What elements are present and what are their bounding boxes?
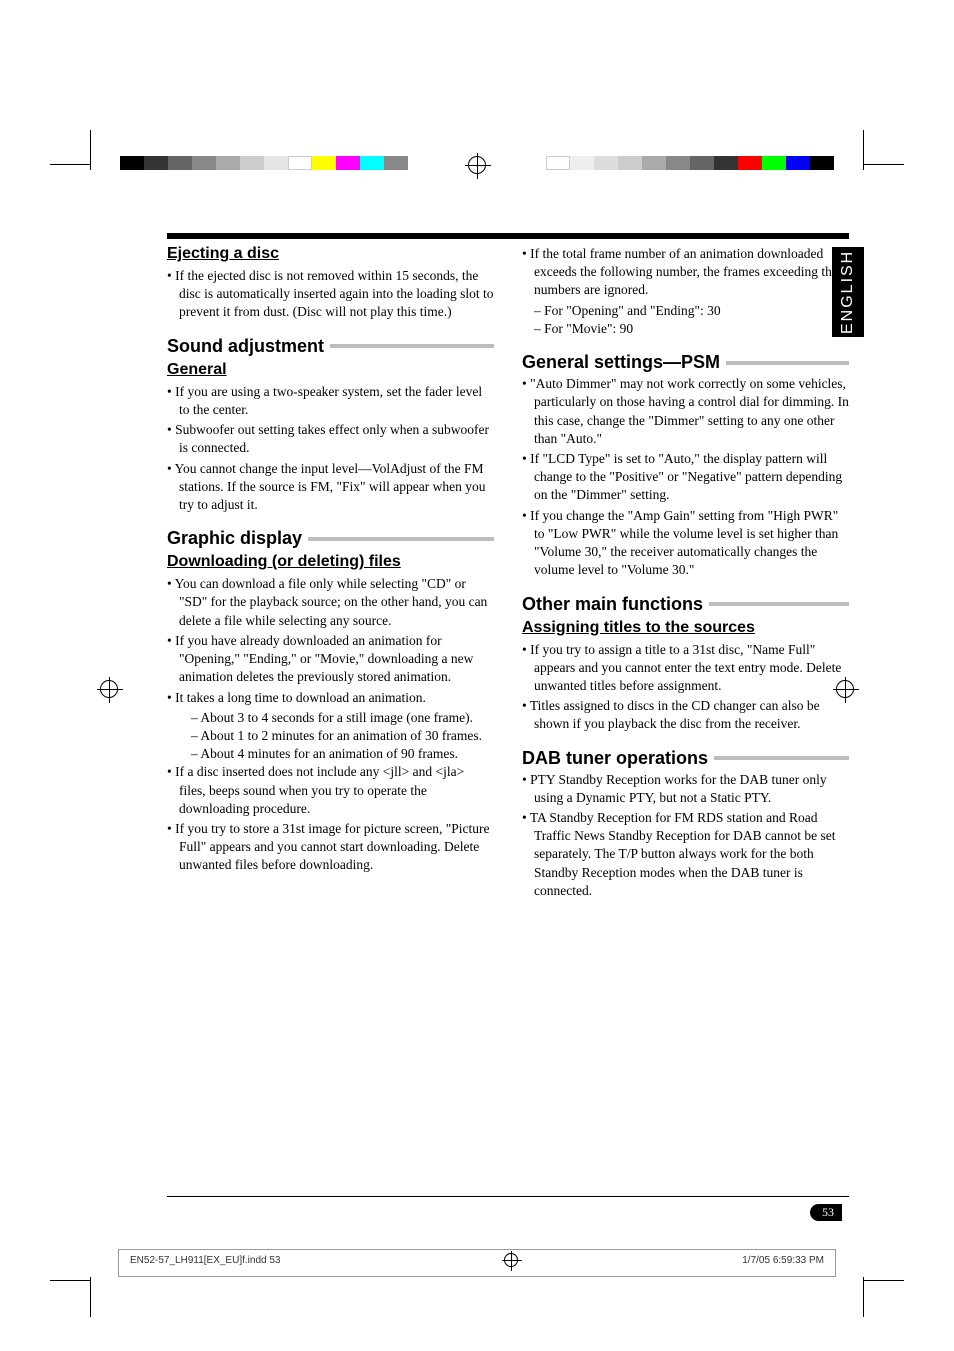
crop-mark <box>50 1280 90 1281</box>
list-subitem: For "Opening" and "Ending": 30 <box>522 302 849 320</box>
list-item: Subwoofer out setting takes effect only … <box>167 421 494 457</box>
list-item: If "LCD Type" is set to "Auto," the disp… <box>522 450 849 505</box>
crop-mark <box>863 1277 864 1317</box>
list-item: If you try to store a 31st image for pic… <box>167 820 494 875</box>
crop-mark <box>90 130 91 170</box>
heading-general-settings: General settings—PSM <box>522 352 849 373</box>
registration-mark <box>468 156 486 174</box>
list-item: "Auto Dimmer" may not work correctly on … <box>522 375 849 448</box>
footer-file: EN52-57_LH911[EX_EU]f.indd 53 <box>130 1255 280 1266</box>
heading-rule <box>709 602 849 606</box>
list-item: If the ejected disc is not removed withi… <box>167 267 494 322</box>
heading-text: Sound adjustment <box>167 336 324 357</box>
footer-rule <box>167 1196 849 1197</box>
list-item: TA Standby Reception for FM RDS station … <box>522 809 849 900</box>
list-item: If the total frame number of an animatio… <box>522 245 849 300</box>
crop-mark <box>90 1277 91 1317</box>
list-item: If you try to assign a title to a 31st d… <box>522 641 849 696</box>
right-column: If the total frame number of an animatio… <box>522 245 849 902</box>
header-rule <box>167 233 849 239</box>
list-item: If a disc inserted does not include any … <box>167 763 494 818</box>
list-subitem: About 4 minutes for an animation of 90 f… <box>167 745 494 763</box>
subheading-ejecting: Ejecting a disc <box>167 245 494 263</box>
subheading-assigning-titles: Assigning titles to the sources <box>522 619 849 637</box>
color-bar-right <box>546 156 834 170</box>
list-subitem: About 3 to 4 seconds for a still image (… <box>167 709 494 727</box>
two-column-layout: Ejecting a disc If the ejected disc is n… <box>167 245 849 902</box>
left-column: Ejecting a disc If the ejected disc is n… <box>167 245 494 902</box>
crop-mark <box>863 130 864 170</box>
page-content: ENGLISH Ejecting a disc If the ejected d… <box>167 233 849 1218</box>
heading-rule <box>330 344 494 348</box>
registration-mark <box>100 680 118 698</box>
heading-dab-tuner: DAB tuner operations <box>522 748 849 769</box>
list-item: If you are using a two-speaker system, s… <box>167 383 494 419</box>
crop-mark <box>50 164 90 165</box>
heading-text: Graphic display <box>167 528 302 549</box>
heading-text: General settings—PSM <box>522 352 720 373</box>
list-subitem: About 1 to 2 minutes for an animation of… <box>167 727 494 745</box>
subheading-downloading: Downloading (or deleting) files <box>167 553 494 571</box>
crop-mark <box>864 164 904 165</box>
list-item: You can download a file only while selec… <box>167 575 494 630</box>
footer-date: 1/7/05 6:59:33 PM <box>742 1255 824 1266</box>
heading-sound-adjustment: Sound adjustment <box>167 336 494 357</box>
list-item: PTY Standby Reception works for the DAB … <box>522 771 849 807</box>
list-subitem: For "Movie": 90 <box>522 320 849 338</box>
crop-mark <box>864 1280 904 1281</box>
heading-rule <box>726 361 849 365</box>
list-item: You cannot change the input level—VolAdj… <box>167 460 494 515</box>
page-number: 53 <box>810 1204 842 1221</box>
color-bar-left <box>120 156 408 170</box>
heading-text: DAB tuner operations <box>522 748 708 769</box>
footer-meta: EN52-57_LH911[EX_EU]f.indd 53 1/7/05 6:5… <box>130 1253 824 1267</box>
heading-rule <box>714 756 849 760</box>
heading-rule <box>308 537 494 541</box>
list-item: If you change the "Amp Gain" setting fro… <box>522 507 849 580</box>
heading-other-main: Other main functions <box>522 594 849 615</box>
list-item: It takes a long time to download an anim… <box>167 689 494 707</box>
list-item: Titles assigned to discs in the CD chang… <box>522 697 849 733</box>
subheading-general: General <box>167 361 494 379</box>
language-tab: ENGLISH <box>832 247 864 337</box>
heading-graphic-display: Graphic display <box>167 528 494 549</box>
heading-text: Other main functions <box>522 594 703 615</box>
list-item: If you have already downloaded an animat… <box>167 632 494 687</box>
registration-mark <box>504 1253 518 1267</box>
